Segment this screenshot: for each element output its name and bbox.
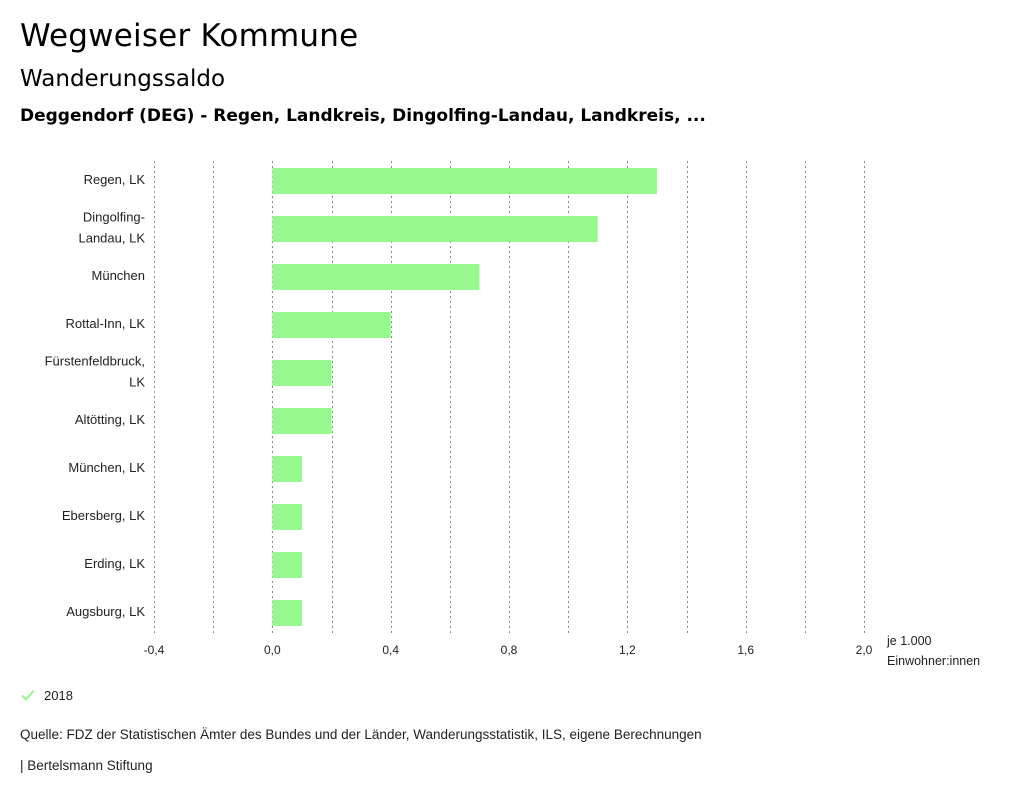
- x-tick-label: -0,4: [144, 643, 165, 657]
- category-label: Altötting, LK: [75, 412, 145, 427]
- category-label: München: [92, 268, 145, 283]
- check-icon: [21, 689, 35, 701]
- bar[interactable]: [272, 408, 332, 434]
- category-label: Regen, LK: [84, 172, 146, 187]
- legend-label: 2018: [44, 687, 73, 703]
- source-note: Quelle: FDZ der Statistischen Ämter des …: [20, 727, 702, 742]
- bar[interactable]: [272, 504, 302, 530]
- category-label: Fürstenfeldbruck,: [45, 354, 145, 369]
- x-tick-labels: -0,4 0,0 0,4 0,8 1,2 1,6 2,0: [144, 643, 873, 657]
- category-labels: Regen, LK Dingolfing- Landau, LK München Rot…: [45, 172, 146, 619]
- bar[interactable]: [272, 168, 657, 194]
- category-label: Landau, LK: [78, 231, 145, 246]
- bar[interactable]: [272, 312, 391, 338]
- bar-chart: Regen, LK Dingolfing- Landau, LK München Rot…: [45, 161, 873, 657]
- category-label: Augsburg, LK: [66, 604, 145, 619]
- bar[interactable]: [272, 600, 302, 626]
- category-label: LK: [129, 375, 145, 390]
- category-label: Dingolfing-: [83, 210, 145, 225]
- unit-line-1: je 1.000: [887, 634, 932, 648]
- x-tick-label: 0,0: [264, 643, 281, 657]
- x-tick-label: 2,0: [856, 643, 873, 657]
- x-tick-label: 0,8: [501, 643, 518, 657]
- category-label: Rottal-Inn, LK: [66, 316, 146, 331]
- region-selection: Deggendorf (DEG) - Regen, Landkreis, Din…: [20, 106, 706, 126]
- x-tick-label: 0,4: [382, 643, 399, 657]
- x-tick-label: 1,2: [619, 643, 636, 657]
- bar[interactable]: [272, 456, 302, 482]
- page-title: Wegweiser Kommune: [20, 18, 359, 54]
- legend-item-2018[interactable]: 2018: [20, 687, 73, 703]
- unit-line-2: Einwohner:innen: [887, 654, 981, 668]
- category-label: Erding, LK: [84, 556, 145, 571]
- bars-group: [272, 168, 657, 626]
- bar[interactable]: [272, 216, 598, 242]
- category-label: Ebersberg, LK: [62, 508, 145, 523]
- category-label: München, LK: [68, 460, 145, 475]
- bar[interactable]: [272, 360, 332, 386]
- publisher-credit: | Bertelsmann Stiftung: [20, 758, 153, 773]
- chart-subtitle: Wanderungssaldo: [20, 66, 226, 92]
- bar[interactable]: [272, 264, 480, 290]
- bar[interactable]: [272, 552, 302, 578]
- x-tick-label: 1,6: [737, 643, 754, 657]
- x-axis-unit-label: je 1.000 Einwohner:innen: [887, 631, 1017, 671]
